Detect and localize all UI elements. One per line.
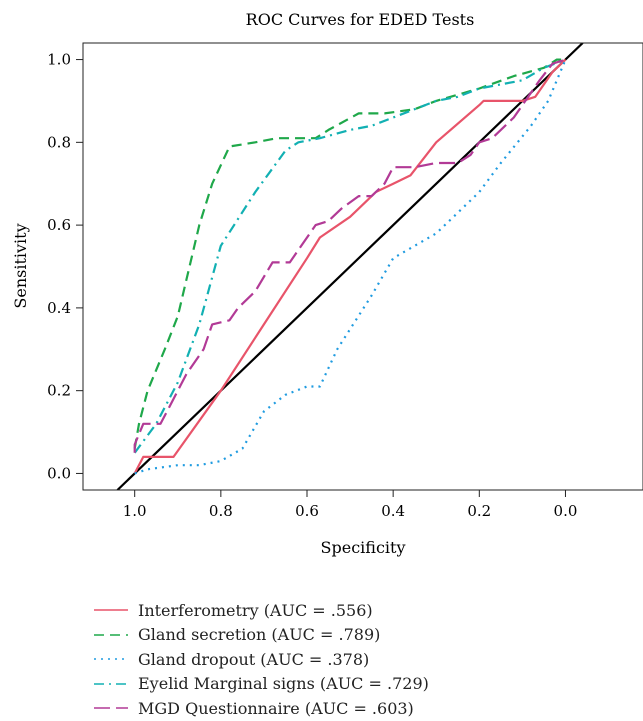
legend-item: Eyelid Marginal signs (AUC = .729) bbox=[94, 672, 514, 697]
legend-item: MGD Questionnaire (AUC = .603) bbox=[94, 696, 514, 721]
legend-label: MGD Questionnaire (AUC = .603) bbox=[138, 698, 414, 718]
y-axis: 0.0 0.2 0.4 0.6 0.8 1.0 bbox=[47, 51, 83, 482]
x-axis: 1.0 0.8 0.6 0.4 0.2 0.0 bbox=[123, 490, 578, 520]
legend-swatch bbox=[94, 633, 128, 636]
x-tick-label: 0.2 bbox=[467, 502, 491, 520]
series-line-1 bbox=[133, 58, 567, 474]
legend-item: Interferometry (AUC = .556) bbox=[94, 598, 514, 623]
legend-label: Gland dropout (AUC = .378) bbox=[138, 649, 370, 669]
legend-swatch bbox=[94, 658, 128, 661]
y-axis-label: Sensitivity bbox=[11, 223, 30, 308]
legend-swatch bbox=[94, 707, 128, 710]
x-tick-label: 0.0 bbox=[554, 502, 578, 520]
y-tick-label: 0.4 bbox=[47, 299, 71, 317]
roc-chart: ROC Curves for EDED Tests 1.0 0.8 0.6 0.4 0.… bbox=[11, 10, 643, 557]
y-tick-label: 0.8 bbox=[47, 133, 71, 151]
x-tick-label: 0.6 bbox=[295, 502, 319, 520]
plot-area bbox=[116, 43, 584, 490]
y-tick-label: 1.0 bbox=[47, 51, 71, 69]
x-tick-label: 0.4 bbox=[381, 502, 405, 520]
chart-title: ROC Curves for EDED Tests bbox=[246, 10, 475, 29]
chart-legend: Interferometry (AUC = .556) Gland secreti… bbox=[94, 598, 514, 721]
legend-label: Eyelid Marginal signs (AUC = .729) bbox=[138, 674, 429, 694]
series-line-4 bbox=[133, 58, 566, 454]
legend-label: Gland secretion (AUC = .789) bbox=[138, 625, 381, 645]
legend-item: Gland dropout (AUC = .378) bbox=[94, 647, 514, 672]
y-tick-label: 0.2 bbox=[47, 382, 71, 400]
legend-item: Gland secretion (AUC = .789) bbox=[94, 623, 514, 648]
x-tick-label: 0.8 bbox=[209, 502, 233, 520]
series-line-3 bbox=[134, 59, 567, 475]
x-tick-label: 1.0 bbox=[123, 502, 147, 520]
series-line-2 bbox=[133, 58, 566, 449]
legend-swatch bbox=[94, 609, 128, 612]
reference-diagonal-line bbox=[116, 43, 584, 490]
y-tick-label: 0.0 bbox=[47, 464, 71, 482]
plot-frame bbox=[82, 42, 643, 491]
legend-swatch bbox=[94, 682, 128, 685]
legend-label: Interferometry (AUC = .556) bbox=[138, 600, 373, 620]
y-tick-label: 0.6 bbox=[47, 216, 71, 234]
series-line-5 bbox=[133, 58, 566, 453]
x-axis-label: Specificity bbox=[321, 538, 406, 557]
